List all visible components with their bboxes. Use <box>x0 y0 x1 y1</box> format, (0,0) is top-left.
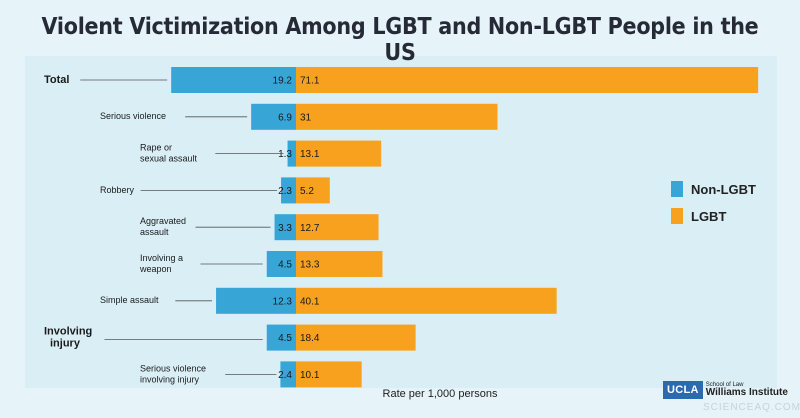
bar-lgbt <box>296 103 498 130</box>
ucla-williams-logo: UCLA School of Law Williams Institute <box>663 381 788 399</box>
value-label-non-lgbt: 19.2 <box>273 76 293 87</box>
bar-non-lgbt <box>274 214 296 241</box>
logo-school: School of Law <box>705 382 744 388</box>
logo-text: School of Law Williams Institute <box>706 382 788 398</box>
category-label: Involving a <box>140 253 183 263</box>
value-label-non-lgbt: 4.5 <box>278 260 292 271</box>
bar-non-lgbt <box>216 287 296 314</box>
bar-lgbt <box>296 140 382 167</box>
category-label: Serious violence <box>140 363 206 373</box>
category-label: involving injury <box>140 374 200 384</box>
value-label-non-lgbt: 1.3 <box>278 149 292 160</box>
category-label: Robbery <box>100 185 135 195</box>
value-label-lgbt: 71.1 <box>300 76 320 87</box>
x-axis-label: Rate per 1,000 persons <box>382 388 498 400</box>
legend-swatch-non-lgbt <box>671 181 683 197</box>
value-label-non-lgbt: 2.4 <box>278 370 292 381</box>
value-label-lgbt: 5.2 <box>300 186 314 197</box>
category-label: Serious violence <box>100 111 166 121</box>
legend-item-lgbt: LGBT <box>671 208 756 224</box>
value-label-non-lgbt: 6.9 <box>278 112 292 123</box>
value-label-non-lgbt: 2.3 <box>278 186 292 197</box>
bar-non-lgbt <box>266 251 296 277</box>
logo-institute: Williams Institute <box>705 387 788 398</box>
bar-lgbt <box>296 324 416 351</box>
value-label-lgbt: 12.7 <box>300 223 320 234</box>
legend-item-non-lgbt: Non-LGBT <box>671 181 756 197</box>
bar-lgbt <box>296 361 362 388</box>
category-label: Involving <box>44 326 92 338</box>
value-label-lgbt: 31 <box>300 112 312 123</box>
bar-non-lgbt <box>171 67 296 93</box>
category-label: Aggravated <box>140 216 186 226</box>
category-label: sexual assault <box>140 153 198 163</box>
category-label: weapon <box>139 264 172 274</box>
watermark: SCIENCEAQ.COM <box>703 402 800 413</box>
logo-box: UCLA <box>663 381 703 399</box>
value-label-lgbt: 10.1 <box>300 370 320 381</box>
bar-lgbt <box>296 177 330 204</box>
category-label: assault <box>140 227 169 237</box>
chart-title: Violent Victimization Among LGBT and Non… <box>41 14 759 66</box>
value-label-non-lgbt: 12.3 <box>273 296 293 307</box>
value-label-lgbt: 13.3 <box>300 260 320 271</box>
category-label: Rape or <box>140 142 172 152</box>
category-label: Simple assault <box>100 295 159 305</box>
value-label-non-lgbt: 3.3 <box>278 223 292 234</box>
value-label-lgbt: 13.1 <box>300 149 320 160</box>
bar-non-lgbt <box>287 140 296 167</box>
bar-non-lgbt <box>280 361 296 388</box>
bar-lgbt <box>296 214 379 241</box>
legend-label-lgbt: LGBT <box>691 208 727 224</box>
bar-non-lgbt <box>266 324 296 351</box>
bar-lgbt <box>296 67 759 93</box>
value-label-non-lgbt: 4.5 <box>278 333 292 344</box>
bar-non-lgbt <box>281 177 296 204</box>
category-label: injury <box>50 338 81 350</box>
category-label: Total <box>44 74 69 86</box>
bar-lgbt <box>296 287 557 314</box>
bar-lgbt <box>296 251 383 277</box>
legend-label-non-lgbt: Non-LGBT <box>691 181 756 197</box>
legend-swatch-lgbt <box>671 208 683 224</box>
bar-non-lgbt <box>251 103 296 130</box>
value-label-lgbt: 18.4 <box>300 333 320 344</box>
legend: Non-LGBT LGBT <box>671 181 756 235</box>
value-label-lgbt: 40.1 <box>300 296 320 307</box>
